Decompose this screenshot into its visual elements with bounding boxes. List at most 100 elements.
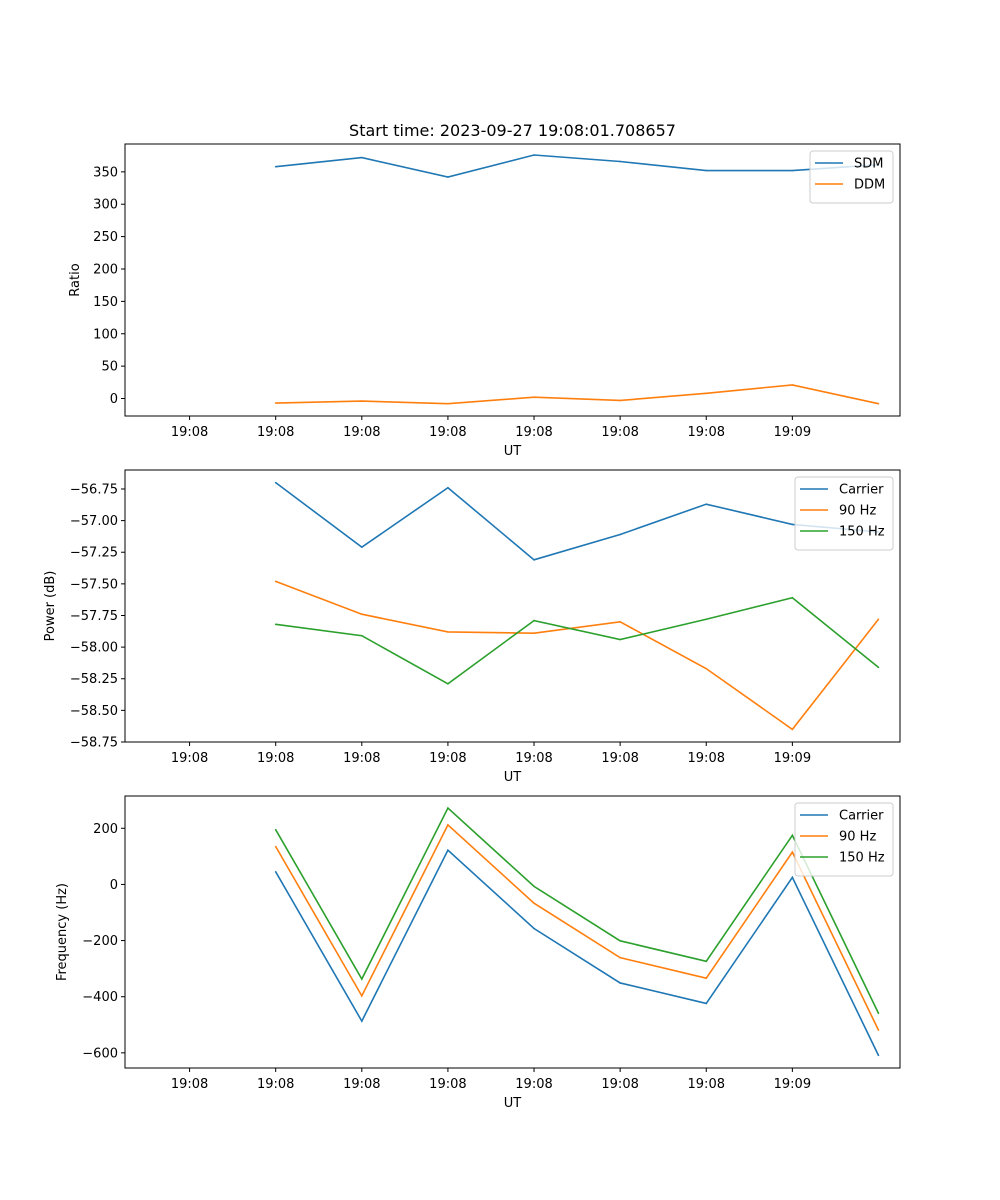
data-point bbox=[533, 559, 535, 561]
data-point bbox=[791, 728, 794, 731]
data-point bbox=[705, 960, 708, 963]
data-point bbox=[274, 623, 277, 626]
axes-frame bbox=[124, 143, 901, 417]
y-tick-label: −58.75 bbox=[70, 736, 118, 751]
x-tick-label: 19:08 bbox=[171, 425, 208, 440]
x-tick-label: 19:08 bbox=[171, 1077, 208, 1092]
data-point bbox=[274, 845, 277, 848]
x-tick-label: 19:08 bbox=[688, 425, 725, 440]
x-tick-label: 19:08 bbox=[343, 1077, 380, 1092]
axes-frame bbox=[124, 469, 901, 743]
series-line-carrier bbox=[275, 482, 879, 561]
x-tick-label: 19:08 bbox=[515, 751, 552, 766]
chart-title: Start time: 2023-09-27 19:08:01.708657 bbox=[349, 121, 676, 140]
y-tick-label: −57.50 bbox=[70, 577, 118, 592]
x-tick-label: 19:08 bbox=[257, 425, 294, 440]
y-tick-label: 200 bbox=[93, 822, 118, 837]
data-point bbox=[533, 632, 535, 634]
data-point bbox=[447, 631, 449, 633]
data-point bbox=[791, 596, 794, 599]
frequency-panel: −600 −400 −200 0 200 19:08 19:08 19:08 19:08 19:0… bbox=[55, 795, 901, 1111]
y-tick-label: 300 bbox=[93, 198, 118, 213]
x-tick-label: 19:09 bbox=[774, 1077, 811, 1092]
series-line-sdm bbox=[275, 154, 879, 178]
y-tick-label: 0 bbox=[110, 878, 118, 893]
y-tick-label: −56.75 bbox=[70, 482, 118, 497]
data-point bbox=[877, 1054, 880, 1057]
x-tick-label: 19:08 bbox=[601, 425, 638, 440]
data-point bbox=[791, 876, 794, 879]
data-point bbox=[619, 621, 621, 623]
data-point bbox=[361, 1020, 363, 1022]
data-point bbox=[533, 619, 535, 622]
data-point bbox=[274, 481, 277, 484]
data-point bbox=[447, 176, 449, 178]
y-tick-label: 0 bbox=[110, 392, 118, 407]
data-point bbox=[791, 169, 794, 172]
legend-label: Carrier bbox=[839, 809, 884, 824]
series-line-90-hz bbox=[275, 580, 880, 731]
y-tick-label: −58.25 bbox=[70, 672, 118, 687]
data-point bbox=[791, 834, 794, 837]
x-axis-label: UT bbox=[504, 444, 522, 459]
data-point bbox=[619, 982, 621, 984]
y-tick-label: −400 bbox=[82, 990, 118, 1005]
x-tick-label: 19:08 bbox=[429, 425, 466, 440]
legend-label: 150 Hz bbox=[839, 525, 885, 540]
data-point bbox=[533, 885, 535, 888]
data-point bbox=[361, 156, 363, 159]
data-point bbox=[791, 851, 794, 853]
data-point bbox=[791, 523, 794, 526]
data-point bbox=[619, 533, 621, 536]
y-tick-label: −600 bbox=[82, 1046, 118, 1061]
y-tick-label: 200 bbox=[93, 262, 118, 277]
legend-label: 150 Hz bbox=[839, 851, 885, 866]
data-point bbox=[705, 392, 708, 395]
y-tick-label: −58.50 bbox=[70, 704, 118, 719]
data-point bbox=[361, 613, 363, 616]
series-line-carrier bbox=[274, 848, 880, 1056]
power-panel: −58.75 −58.50 −58.25 −58.00 −57.75 −57.50 −57.… bbox=[43, 469, 901, 785]
x-tick-label: 19:08 bbox=[429, 751, 466, 766]
data-point bbox=[705, 1002, 708, 1005]
data-point bbox=[791, 384, 794, 386]
data-point bbox=[619, 638, 621, 641]
y-tick-label: 250 bbox=[93, 230, 118, 245]
x-axis-label: UT bbox=[504, 1096, 522, 1111]
data-point bbox=[447, 849, 449, 851]
data-point bbox=[705, 618, 708, 621]
data-point bbox=[533, 902, 535, 905]
x-tick-label: 19:08 bbox=[257, 1077, 294, 1092]
series-line-150-hz bbox=[275, 596, 879, 685]
legend-label: DDM bbox=[854, 178, 885, 193]
x-axis-label: UT bbox=[504, 770, 522, 785]
y-tick-label: −57.75 bbox=[70, 609, 118, 624]
x-tick-label: 19:09 bbox=[774, 751, 811, 766]
ratio-panel: 0 50 100 150 200 250 300 350 19:08 19:08 19:08 19:0… bbox=[68, 143, 901, 459]
data-point bbox=[361, 634, 363, 637]
data-point bbox=[705, 503, 708, 505]
data-point bbox=[361, 978, 363, 980]
x-tick-label: 19:08 bbox=[171, 751, 208, 766]
data-point bbox=[877, 618, 880, 621]
series-line-150-hz bbox=[274, 806, 880, 1014]
x-tick-label: 19:08 bbox=[429, 1077, 466, 1092]
y-tick-label: 100 bbox=[93, 327, 118, 342]
data-point bbox=[877, 666, 880, 669]
data-point bbox=[274, 828, 277, 831]
data-point bbox=[361, 400, 363, 402]
data-point bbox=[533, 396, 535, 399]
y-tick-label: −58.00 bbox=[70, 641, 118, 656]
data-point bbox=[705, 977, 708, 979]
data-point bbox=[619, 956, 621, 959]
data-point bbox=[447, 824, 449, 826]
data-point bbox=[877, 1029, 880, 1031]
axes-frame bbox=[124, 795, 901, 1069]
series-line-90-hz bbox=[274, 823, 880, 1031]
data-point bbox=[619, 399, 621, 402]
data-point bbox=[274, 402, 277, 404]
data-point bbox=[274, 580, 277, 583]
data-point bbox=[447, 807, 449, 809]
x-tick-label: 19:08 bbox=[343, 425, 380, 440]
